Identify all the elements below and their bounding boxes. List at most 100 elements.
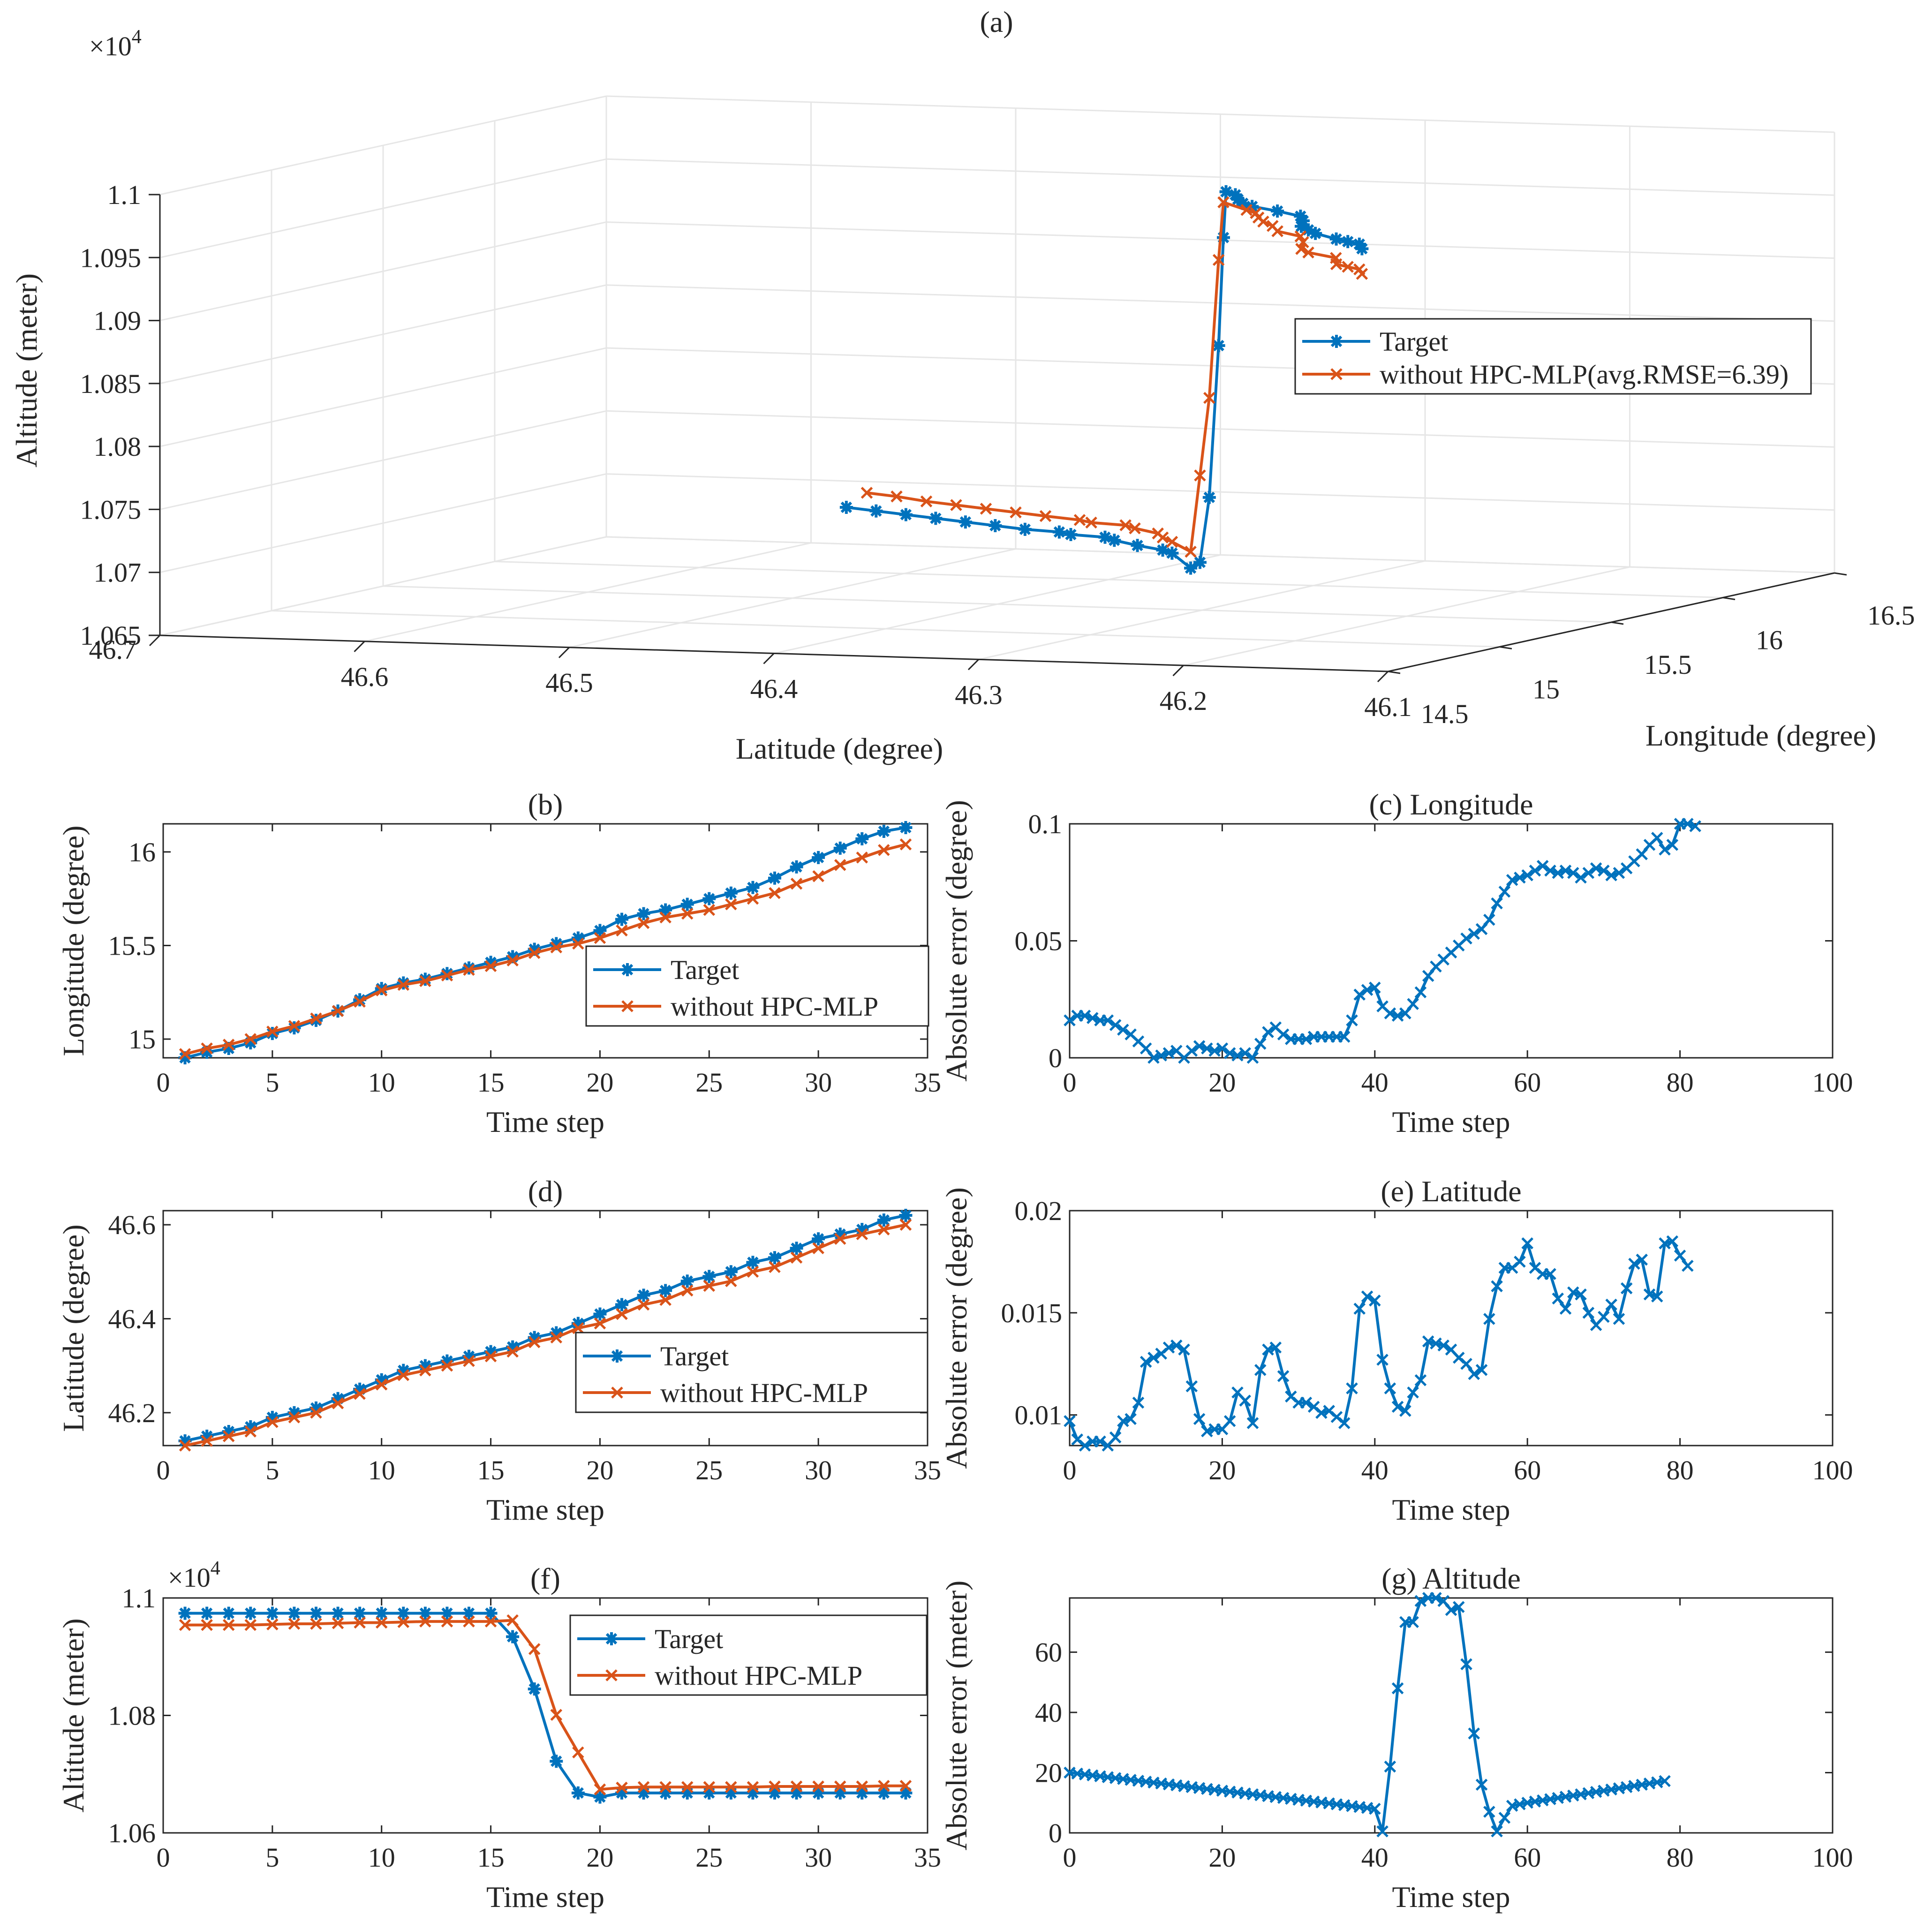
series-line-b-1 — [184, 843, 906, 1055]
data-point — [812, 1780, 824, 1793]
y-tick-mark — [1722, 597, 1736, 600]
data-point — [1073, 514, 1086, 526]
x-tick-label: 0 — [157, 1842, 170, 1873]
data-point — [222, 1424, 235, 1438]
data-point — [266, 1618, 279, 1631]
data-point — [288, 1020, 301, 1032]
data-point — [244, 1033, 257, 1045]
data-point — [790, 860, 803, 874]
data-point — [397, 1616, 410, 1628]
x-tick-label: 0 — [1063, 1842, 1077, 1873]
data-point — [331, 1606, 345, 1620]
x-tick-label: 60 — [1514, 1842, 1541, 1873]
left-wall-grid-h — [159, 158, 607, 258]
data-point — [1277, 1028, 1290, 1040]
legend-entry: without HPC-MLP — [655, 1660, 862, 1691]
data-point — [1369, 1294, 1381, 1307]
data-point — [615, 1786, 628, 1800]
data-point — [1498, 1812, 1511, 1824]
data-point — [980, 503, 992, 515]
exponent-power: 4 — [211, 1558, 220, 1579]
data-point — [1468, 927, 1480, 940]
y-tick-label: 0.05 — [1015, 926, 1063, 957]
data-point — [724, 1786, 738, 1800]
y-tick-label: 1.08 — [108, 1701, 156, 1731]
data-point — [1246, 1052, 1259, 1064]
floor-grid-lon — [494, 561, 1723, 598]
data-point — [659, 1284, 672, 1297]
data-point — [1468, 1727, 1480, 1740]
data-point — [834, 1233, 846, 1245]
data-point — [856, 1780, 868, 1793]
data-point — [812, 870, 824, 882]
data-point — [920, 495, 933, 508]
data-point — [1119, 519, 1132, 531]
legend-entry: Target — [1380, 326, 1448, 357]
data-point — [201, 1435, 213, 1447]
data-point — [1674, 1250, 1686, 1262]
x-tick-label: 20 — [1208, 1842, 1236, 1873]
x-axis-label-a: Latitude (degree) — [736, 732, 943, 765]
x-tick-label: 25 — [695, 1842, 723, 1873]
data-point — [1094, 1435, 1106, 1448]
x-tick-mark — [1172, 665, 1184, 677]
data-point — [265, 1410, 279, 1424]
data-point — [637, 1289, 650, 1302]
data-point — [659, 1781, 672, 1793]
legend-entry: without HPC-MLP — [660, 1378, 868, 1408]
data-point — [440, 967, 454, 980]
y-tick-label: 1.1 — [122, 1583, 156, 1613]
data-point — [1109, 1019, 1122, 1031]
y-tick-label: 15.5 — [1644, 649, 1692, 680]
y-tick-label: 1.06 — [108, 1818, 156, 1848]
data-point — [747, 1266, 759, 1278]
data-point — [593, 1307, 607, 1321]
data-point — [1216, 1042, 1229, 1055]
data-point — [637, 1298, 650, 1311]
data-point — [746, 881, 760, 894]
data-point — [680, 897, 694, 911]
data-point — [1491, 1280, 1503, 1292]
data-point — [899, 1786, 913, 1800]
data-point — [179, 1619, 191, 1631]
panel-f — [162, 1597, 928, 1834]
y-tick-label: 60 — [1035, 1637, 1062, 1668]
legend-b — [585, 945, 929, 1027]
y-tick-label: 0 — [1049, 1818, 1062, 1848]
data-point — [593, 1790, 607, 1804]
floor-grid-lon — [383, 585, 1612, 623]
data-point — [878, 1780, 890, 1792]
y-tick-label: 40 — [1035, 1697, 1062, 1728]
data-point — [1376, 1354, 1389, 1366]
data-point — [222, 1042, 235, 1055]
data-point — [528, 1331, 541, 1344]
data-point — [287, 1606, 301, 1620]
data-point — [353, 1382, 367, 1396]
data-point — [899, 838, 912, 851]
data-point — [1109, 1431, 1122, 1444]
data-point — [616, 924, 628, 937]
y-axis-label-c: Absolute error (degree) — [940, 800, 973, 1082]
data-point — [397, 1369, 410, 1381]
x-axis-label-c: Time step — [1392, 1105, 1510, 1138]
data-point — [637, 917, 650, 929]
data-point — [899, 1209, 913, 1222]
legend-box — [1294, 318, 1812, 395]
data-point — [441, 1615, 453, 1628]
legend-marker — [621, 963, 634, 976]
data-point — [179, 1439, 191, 1452]
data-point — [550, 1709, 563, 1721]
x-tick-label: 35 — [914, 1455, 941, 1485]
data-point — [1246, 1417, 1259, 1429]
data-point — [769, 1261, 781, 1273]
data-point — [550, 937, 563, 950]
x-tick-label: 20 — [1208, 1455, 1236, 1485]
data-point — [1262, 1026, 1274, 1038]
data-point — [375, 1606, 388, 1620]
y-axis-label-b: Longitude (degree) — [57, 825, 90, 1056]
series-line-d-0 — [184, 1214, 906, 1442]
data-point — [790, 1786, 803, 1800]
data-point — [440, 1354, 454, 1368]
data-point — [680, 1786, 694, 1800]
x-tick-label: 15 — [477, 1455, 505, 1485]
